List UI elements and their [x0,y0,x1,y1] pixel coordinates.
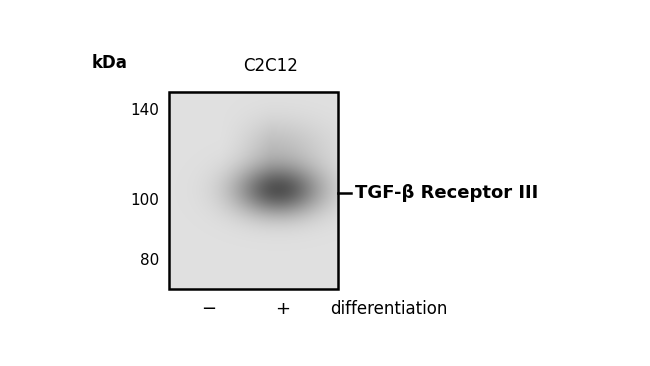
Text: kDa: kDa [91,54,127,72]
Text: 140: 140 [131,103,159,118]
Text: TGF-β Receptor III: TGF-β Receptor III [355,184,538,202]
Text: 100: 100 [131,193,159,208]
Text: 80: 80 [140,253,159,268]
Bar [170,92,338,289]
Text: C2C12: C2C12 [243,57,298,75]
Text: +: + [275,300,290,318]
Text: −: − [201,300,216,318]
Text: differentiation: differentiation [330,300,447,318]
